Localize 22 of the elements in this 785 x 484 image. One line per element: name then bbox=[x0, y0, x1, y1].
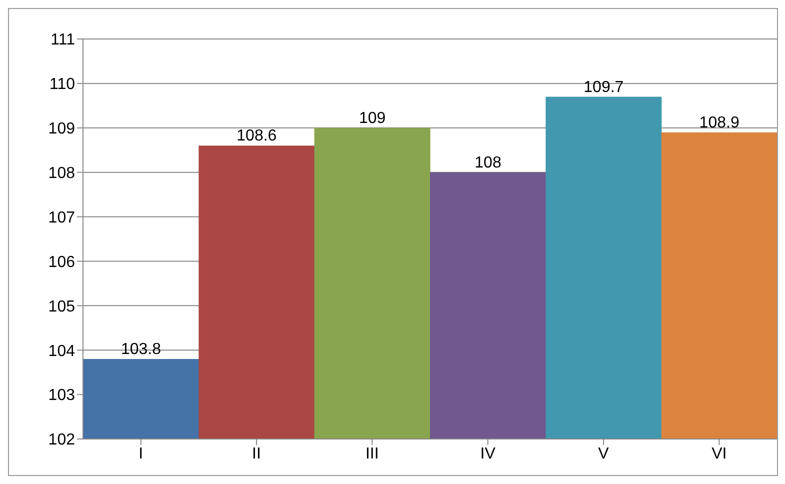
data-label: 108 bbox=[474, 154, 502, 172]
x-tick-label: III bbox=[365, 445, 379, 462]
y-tick-label: 106 bbox=[48, 254, 76, 271]
x-tick-label: II bbox=[252, 445, 261, 462]
y-tick-label: 103 bbox=[48, 387, 76, 404]
data-label: 108.6 bbox=[236, 128, 277, 145]
data-label: 109.7 bbox=[584, 78, 624, 96]
x-tick-label: IV bbox=[480, 445, 496, 462]
data-label: 109 bbox=[358, 110, 386, 127]
data-label: 103.8 bbox=[120, 341, 162, 358]
y-tick-label: 104 bbox=[48, 342, 76, 360]
data-label: 108.9 bbox=[699, 114, 740, 132]
y-tick-label: 109 bbox=[48, 120, 76, 138]
y-tick-label: 110 bbox=[49, 76, 76, 94]
y-tick-label: 105 bbox=[48, 298, 76, 316]
x-tick-label: V bbox=[598, 445, 610, 462]
y-tick-label: 108 bbox=[48, 165, 76, 182]
y-tick-label: 107 bbox=[48, 209, 76, 226]
y-tick-label: 102 bbox=[48, 432, 76, 449]
x-tick-label: I bbox=[138, 445, 144, 462]
x-tick-label: VI bbox=[712, 445, 727, 462]
y-tick-label: 111 bbox=[50, 32, 76, 49]
